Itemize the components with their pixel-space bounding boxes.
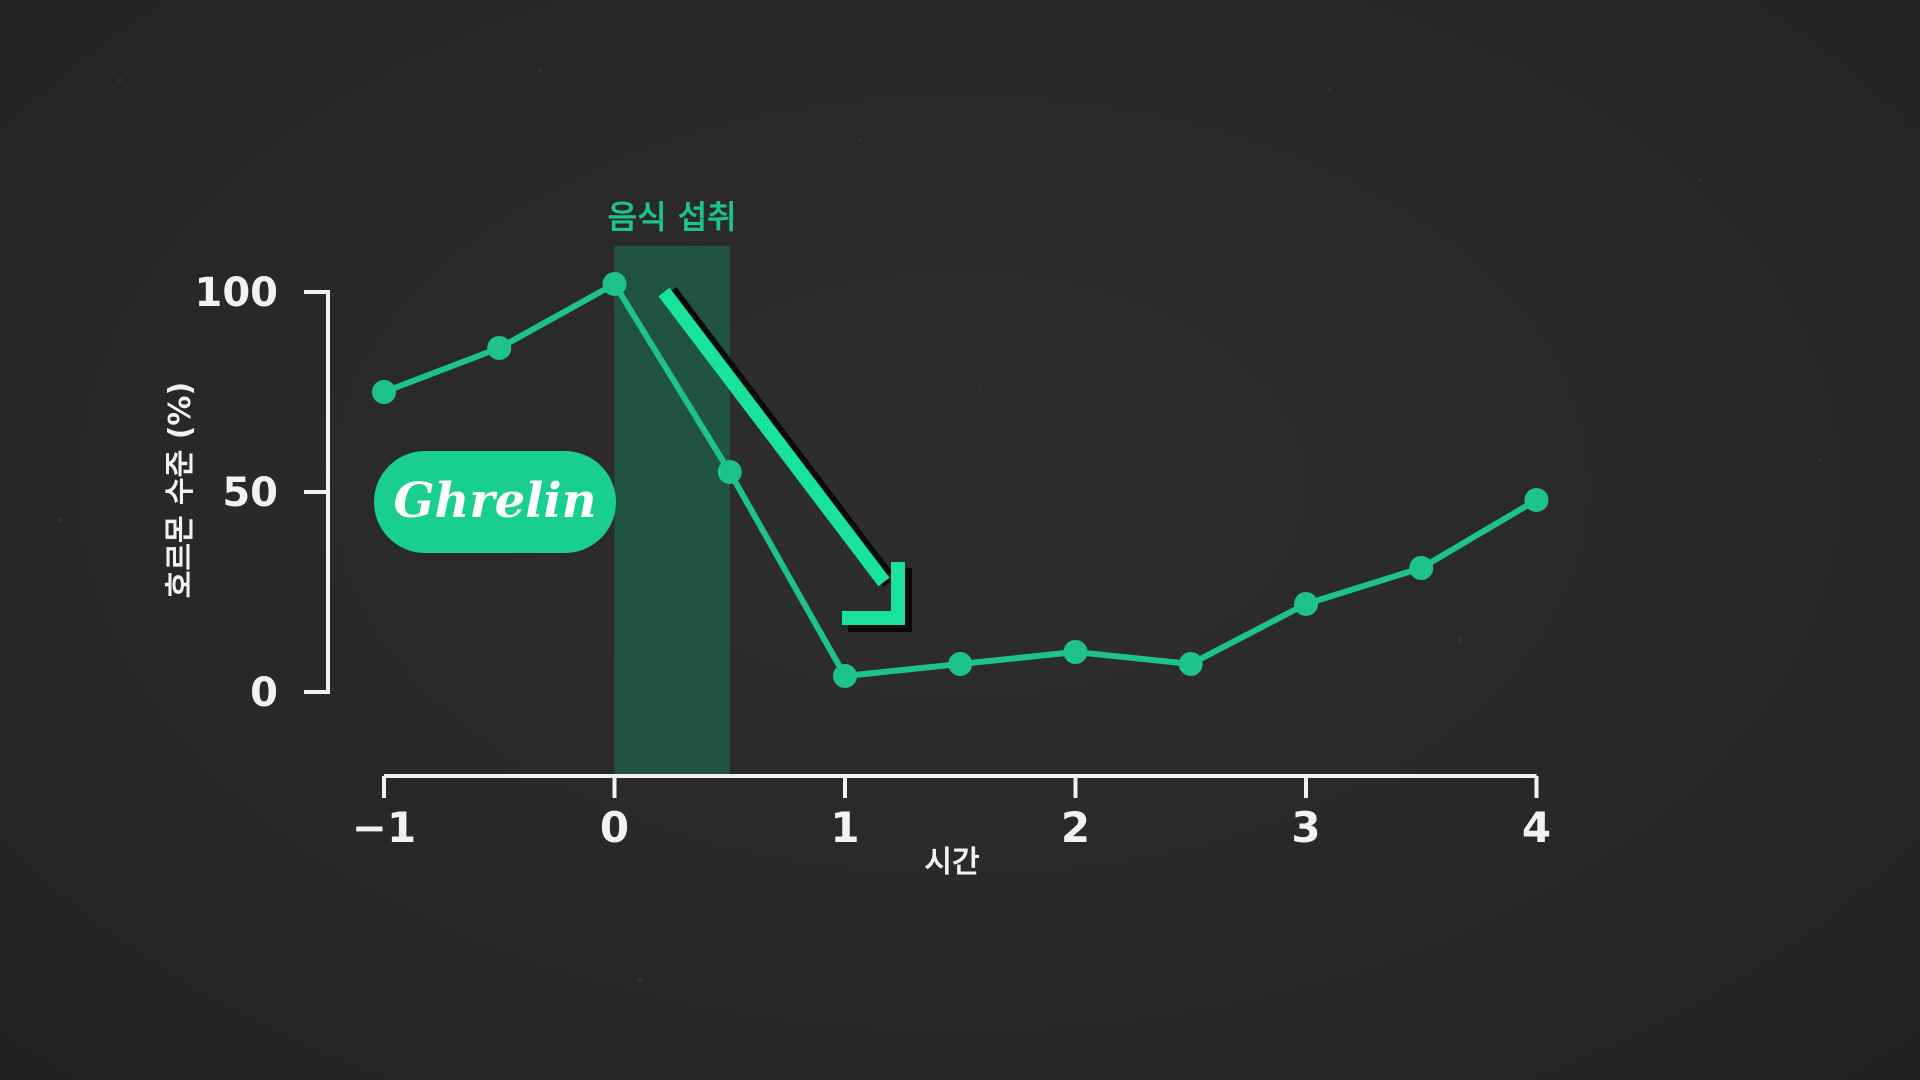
data-point bbox=[717, 460, 742, 484]
x-tick-label: 1 bbox=[830, 803, 859, 852]
x-tick-label: −1 bbox=[352, 803, 416, 852]
x-tick-label: 2 bbox=[1061, 803, 1090, 852]
x-axis-label: 시간 bbox=[924, 845, 980, 880]
y-axis: 0 50 100 bbox=[195, 270, 330, 716]
y-tick-label: 50 bbox=[222, 470, 278, 516]
x-axis: −1 0 1 2 3 4 bbox=[352, 774, 1551, 852]
x-tick-label: 4 bbox=[1522, 803, 1551, 852]
data-point bbox=[1178, 652, 1203, 676]
data-point bbox=[1294, 592, 1318, 616]
ghrelin-series bbox=[372, 272, 1549, 688]
food-intake-band bbox=[614, 246, 730, 774]
y-tick-label: 0 bbox=[250, 670, 278, 716]
down-arrow-icon bbox=[658, 287, 912, 632]
y-axis-label: 호르몬 수준 (%) bbox=[163, 382, 198, 598]
x-tick-label: 3 bbox=[1291, 803, 1320, 852]
data-point bbox=[1063, 640, 1088, 664]
ghrelin-badge-label: Ghrelin bbox=[393, 473, 596, 529]
background-grain bbox=[58, 68, 1822, 982]
food-intake-label: 음식 섭취 bbox=[608, 198, 737, 236]
data-point bbox=[372, 380, 396, 404]
data-point bbox=[948, 652, 973, 676]
data-point bbox=[1409, 556, 1434, 580]
data-point bbox=[833, 664, 857, 688]
data-point bbox=[1524, 488, 1549, 512]
ghrelin-badge: Ghrelin bbox=[374, 451, 616, 553]
data-point bbox=[602, 272, 627, 296]
y-tick-label: 100 bbox=[195, 270, 279, 316]
data-point bbox=[487, 336, 512, 360]
x-tick-label: 0 bbox=[600, 803, 629, 852]
